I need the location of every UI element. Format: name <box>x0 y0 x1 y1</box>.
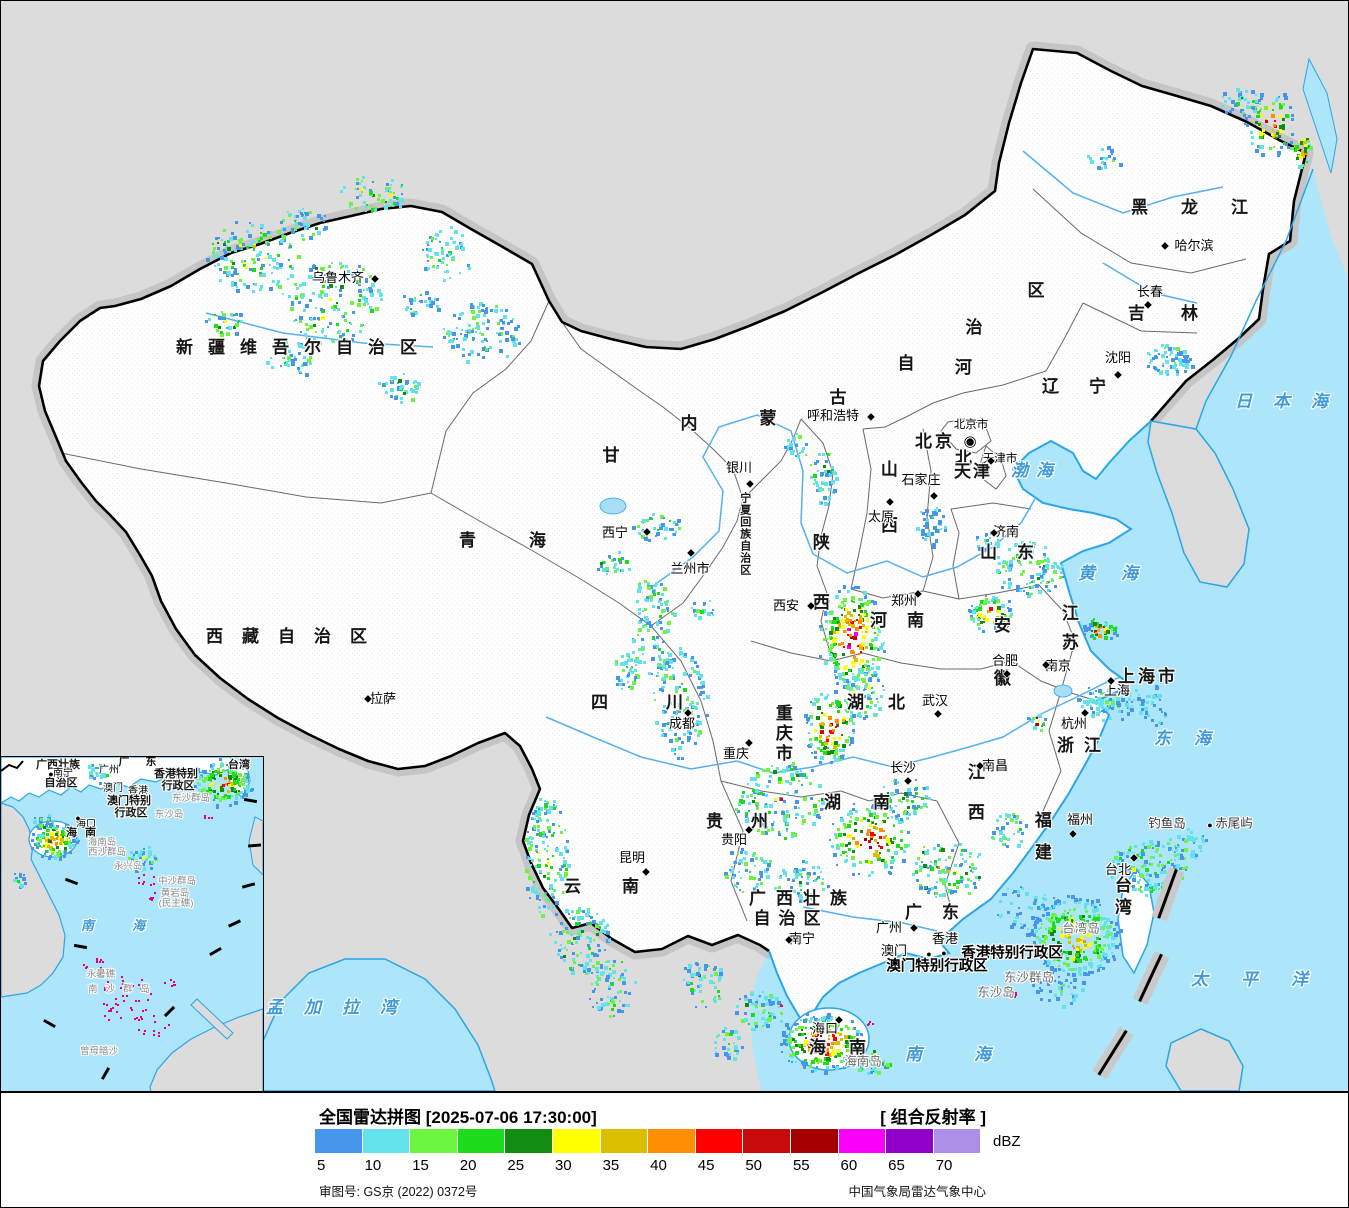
scale-tick-25: 25 <box>507 1157 525 1174</box>
scale-tick-20: 20 <box>459 1157 477 1174</box>
province-label: 广 <box>118 756 130 769</box>
island-label: 中沙群岛 <box>157 876 197 888</box>
scale-cell-15 <box>410 1129 458 1153</box>
scale-cell-10 <box>362 1129 411 1153</box>
province-label: 海南 <box>66 827 104 840</box>
island-label: 南沙群岛 <box>87 984 159 996</box>
island-label: 永兴岛 <box>113 861 143 873</box>
scale-cell-25 <box>505 1129 553 1153</box>
scale-tick-35: 35 <box>602 1157 620 1174</box>
boundary-dash <box>73 943 88 950</box>
boundary-dash <box>163 1005 176 1018</box>
province-label: 东 <box>145 756 157 769</box>
scale-unit: dBZ <box>993 1133 1021 1150</box>
province-label: 澳门特别 <box>107 795 151 808</box>
scale-tick-65: 65 <box>888 1157 905 1174</box>
inset-labels: 广西壮族 自治区 南宁 广州广东台湾 香港特别 行政区 澳门 香港 澳门特别 行政区 东沙群岛 东沙岛… <box>1 757 263 1091</box>
island-label: 东沙群岛 <box>171 793 211 805</box>
city-marker: ● <box>75 813 81 823</box>
scale-cell-65 <box>886 1129 934 1153</box>
scale-tick-45: 45 <box>697 1157 715 1174</box>
city-label: 南宁 <box>53 767 73 779</box>
island-label: 永暑礁 <box>86 969 116 981</box>
scale-tick-40: 40 <box>650 1157 667 1174</box>
credit: 中国气象局雷达气象中心 <box>848 1185 986 1199</box>
legend-bar: 全国雷达拼图 [2025-07-06 17:30:00] [ 组合反射率 ] 5… <box>1 1091 1348 1207</box>
province-label: 自治区 <box>44 777 78 790</box>
island-label: 海南岛 <box>87 837 117 849</box>
province-label: 台湾 <box>228 759 250 772</box>
island-label: 西沙群岛 <box>87 847 127 859</box>
scale-cell-40 <box>648 1129 696 1153</box>
boundary-dash <box>64 877 79 886</box>
island-label: (民主礁) <box>158 898 194 910</box>
province-label: 广西壮族 <box>36 759 80 772</box>
boundary-dash <box>209 946 222 957</box>
scale-cell-30 <box>552 1129 601 1153</box>
reflectivity-scale <box>315 1129 982 1153</box>
scale-tick-55: 55 <box>792 1157 810 1174</box>
boundary-dash <box>241 882 256 889</box>
scale-cell-35 <box>600 1129 649 1153</box>
sea-label: 南海 <box>80 918 184 934</box>
scale-tick-5: 5 <box>317 1157 326 1174</box>
province-label: 行政区 <box>114 807 148 820</box>
scale-cell-45 <box>695 1129 744 1153</box>
scale-cell-20 <box>457 1129 506 1153</box>
scale-tick-30: 30 <box>554 1157 572 1174</box>
city-label: 海口 <box>76 818 96 830</box>
scale-tick-60: 60 <box>840 1157 858 1174</box>
city-label: 香港 <box>128 785 148 797</box>
island-label: 东沙岛 <box>154 809 184 821</box>
scale-tick-70: 70 <box>935 1157 953 1174</box>
scale-cell-60 <box>838 1129 887 1153</box>
approval-number: 审图号: GS京 (2022) 0372号 <box>319 1185 478 1199</box>
reflectivity-scale-ticks: 5 10 15 20 25 30 35 40 45 50 55 60 65 70 <box>315 1157 981 1174</box>
map-title: 全国雷达拼图 [2025-07-06 17:30:00] <box>319 1108 597 1127</box>
map-area: 黑龙江 吉林 辽宁内蒙古自治区新疆维吾尔自治区 西藏自治区 青海甘宁夏回族自治区 陕西 山西… <box>1 1 1348 1091</box>
scale-cell-5 <box>315 1129 363 1153</box>
island-label: 曾母暗沙 <box>79 1046 119 1058</box>
south-china-sea-inset: 广西壮族 自治区 南宁 广州广东台湾 香港特别 行政区 澳门 香港 澳门特别 行政区 东沙群岛 东沙岛… <box>1 756 264 1091</box>
city-marker: ● <box>48 769 54 779</box>
boundary-dash <box>227 919 242 928</box>
province-label: 香港特别 <box>154 768 198 781</box>
boundary-dash <box>100 1067 111 1080</box>
boundary-dash <box>247 843 262 848</box>
province-label: 行政区 <box>161 780 195 793</box>
scale-cell-50 <box>743 1129 791 1153</box>
product-label: [ 组合反射率 ] <box>880 1108 986 1127</box>
boundary-dash <box>243 797 258 804</box>
city-label: 广州 <box>99 764 119 776</box>
inset-echo-layer <box>1 757 263 1091</box>
scale-cell-70 <box>933 1129 982 1153</box>
scale-tick-15: 15 <box>412 1157 429 1174</box>
island-label: 黄岩岛 <box>160 888 190 900</box>
scale-tick-50: 50 <box>745 1157 763 1174</box>
scale-tick-10: 10 <box>364 1157 382 1174</box>
city-label: 澳门 <box>103 782 123 794</box>
boundary-dash <box>43 1018 56 1029</box>
timestamp: [2025-07-06 17:30:00] <box>425 1108 597 1127</box>
scale-cell-55 <box>790 1129 839 1153</box>
